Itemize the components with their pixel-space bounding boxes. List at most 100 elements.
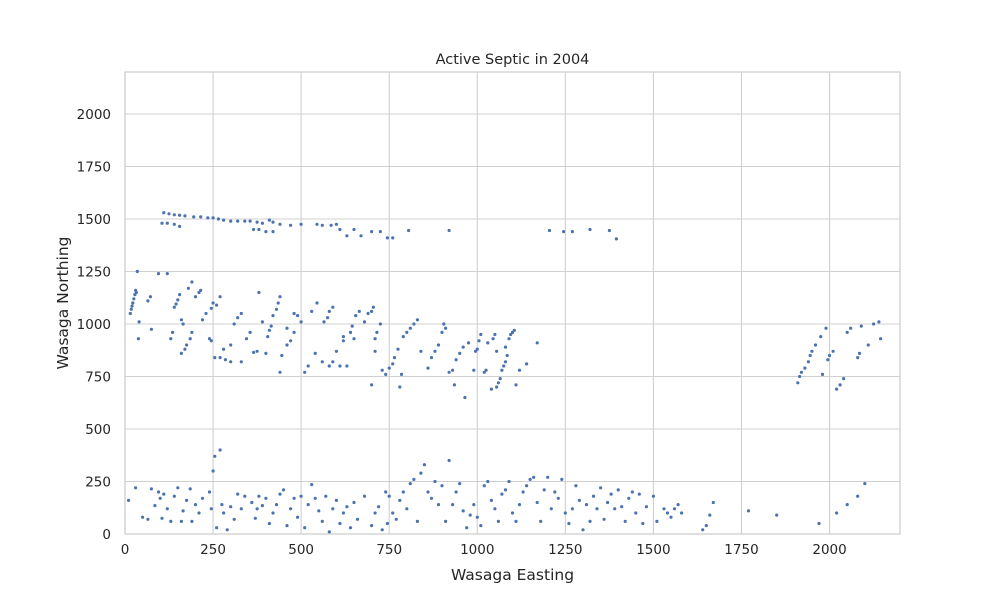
data-point	[148, 295, 152, 299]
data-point	[549, 507, 553, 511]
data-point	[616, 488, 620, 492]
data-point	[826, 358, 830, 362]
data-point	[532, 475, 536, 479]
data-point	[570, 507, 575, 511]
data-point	[264, 230, 268, 234]
data-point	[271, 511, 275, 515]
x-tick-label: 750	[376, 542, 402, 558]
data-point	[146, 517, 150, 521]
data-point	[377, 505, 381, 509]
data-point	[243, 494, 247, 498]
x-tick-label: 1250	[548, 542, 582, 558]
data-point	[192, 215, 196, 219]
y-tick-label: 1750	[77, 160, 111, 176]
data-point	[655, 519, 659, 524]
data-point	[218, 448, 222, 452]
data-point	[134, 290, 138, 295]
data-point	[232, 322, 236, 326]
data-point	[215, 303, 219, 307]
data-point	[634, 511, 638, 515]
data-point	[128, 311, 132, 316]
data-point	[676, 503, 680, 507]
x-tick-label: 250	[200, 542, 226, 558]
data-point	[193, 295, 198, 299]
data-point	[796, 381, 800, 385]
data-point	[165, 272, 169, 276]
data-point	[584, 503, 589, 507]
data-point	[278, 492, 282, 496]
data-point	[461, 509, 465, 513]
data-point	[588, 519, 592, 524]
data-point	[126, 498, 131, 502]
data-point	[588, 227, 592, 232]
data-point	[355, 517, 360, 521]
data-point	[857, 351, 862, 355]
data-point	[341, 511, 345, 515]
data-point	[609, 492, 613, 496]
y-tick-label: 2000	[77, 107, 111, 123]
data-point	[473, 349, 478, 353]
data-point	[271, 230, 275, 234]
data-point	[595, 507, 599, 511]
data-point	[207, 490, 212, 494]
data-point	[370, 383, 374, 387]
data-point	[577, 498, 582, 502]
data-point	[380, 528, 384, 532]
data-point	[209, 306, 213, 310]
data-point	[419, 349, 423, 353]
data-point	[803, 366, 807, 370]
data-point	[458, 351, 462, 355]
data-point	[352, 227, 356, 232]
data-point	[859, 324, 863, 328]
data-point	[188, 337, 192, 341]
data-point	[278, 370, 282, 374]
data-point	[178, 213, 182, 217]
data-point	[209, 507, 213, 511]
data-point	[542, 488, 546, 492]
data-point	[264, 496, 268, 500]
data-point	[607, 228, 612, 233]
data-point	[856, 356, 860, 360]
data-point	[373, 511, 377, 515]
data-point	[222, 347, 226, 351]
data-point	[415, 519, 419, 524]
data-point	[167, 212, 171, 216]
data-point	[458, 482, 462, 486]
y-tick-label: 1500	[77, 212, 111, 228]
data-point	[199, 288, 203, 292]
x-axis-label: Wasaga Easting	[451, 566, 574, 584]
data-point	[824, 326, 828, 330]
data-point	[315, 222, 319, 226]
data-point	[482, 370, 486, 374]
data-point	[401, 490, 405, 494]
data-point	[296, 314, 300, 318]
data-point	[401, 335, 405, 339]
data-point	[255, 507, 259, 511]
data-point	[407, 228, 411, 233]
data-point	[341, 339, 345, 343]
data-point	[190, 519, 194, 524]
data-point	[171, 330, 175, 334]
data-point	[512, 328, 516, 332]
data-point	[315, 301, 319, 305]
data-point	[292, 496, 296, 500]
data-point	[701, 528, 705, 532]
data-point	[176, 298, 180, 302]
data-point	[842, 377, 846, 381]
data-point	[370, 524, 374, 528]
grid-lines	[124, 72, 900, 535]
data-point	[204, 311, 208, 316]
data-point	[267, 218, 271, 222]
data-point	[378, 322, 382, 326]
data-point	[440, 484, 444, 488]
data-point	[644, 505, 649, 509]
data-point	[505, 353, 509, 358]
tick-labels: 0 250 500 750 1000 1250 1500 1750 2000 0 250 500 750…	[77, 107, 847, 558]
data-point	[662, 507, 666, 511]
data-point	[160, 221, 164, 225]
data-point	[156, 490, 161, 494]
data-point	[348, 526, 353, 530]
data-point	[165, 221, 169, 225]
data-point	[384, 490, 388, 494]
data-point	[186, 286, 190, 290]
